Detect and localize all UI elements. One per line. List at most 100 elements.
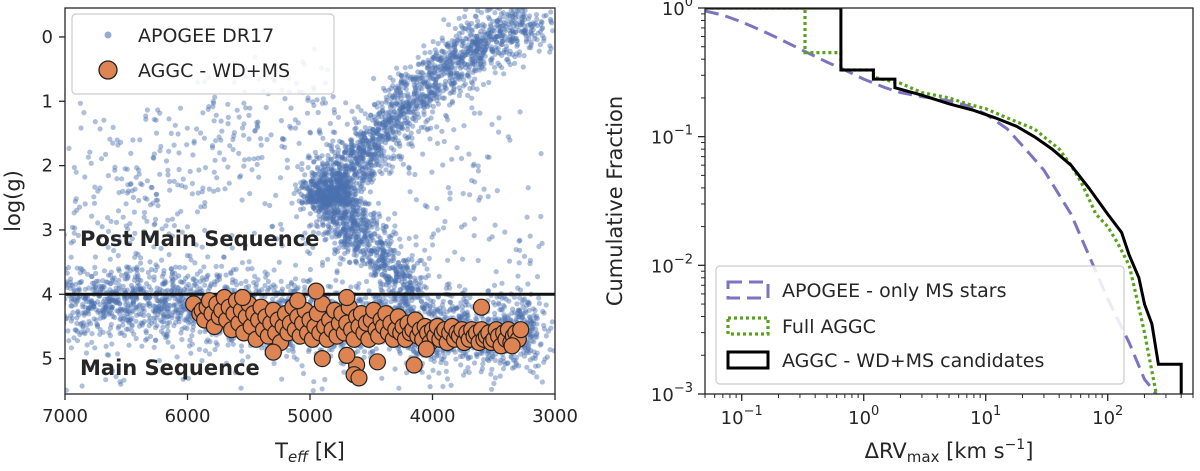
apogee-point-1769 <box>196 346 202 352</box>
apogee-point-254 <box>88 304 94 311</box>
apogee-point-4476 <box>397 90 404 96</box>
apogee-point-4649 <box>470 80 476 86</box>
apogee-point-4557 <box>309 173 315 179</box>
apogee-point-4602 <box>395 138 401 144</box>
apogee-point-957 <box>255 277 261 283</box>
apogee-point-272 <box>117 301 123 307</box>
apogee-point-265 <box>185 316 191 322</box>
apogee-point-637 <box>49 311 54 316</box>
apogee-point-4707 <box>352 192 358 198</box>
apogee-point-547 <box>523 303 530 309</box>
apogee-point-4990 <box>123 201 129 207</box>
apogee-point-4033 <box>447 90 453 96</box>
apogee-point-24 <box>125 305 131 312</box>
apogee-point-373 <box>474 352 480 358</box>
apogee-point-4888 <box>342 189 348 195</box>
apogee-point-1463 <box>166 295 172 301</box>
apogee-point-2281 <box>101 313 107 319</box>
apogee-point-347 <box>109 277 115 283</box>
apogee-point-4206 <box>351 245 358 251</box>
apogee-point-3874 <box>550 2 555 7</box>
apogee-point-4219 <box>450 59 456 66</box>
apogee-point-465 <box>141 308 147 314</box>
apogee-point-4601 <box>374 161 380 167</box>
apogee-point-2162 <box>91 284 97 290</box>
apogee-point-4508 <box>391 284 397 290</box>
apogee-point-4985 <box>137 137 143 143</box>
apogee-point-2149 <box>497 307 503 313</box>
apogee-point-3144 <box>402 65 408 71</box>
apogee-point-4280 <box>406 235 412 242</box>
apogee-point-4568 <box>529 31 535 37</box>
apogee-point-1837 <box>452 349 458 355</box>
apogee-point-4630 <box>472 13 478 19</box>
apogee-point-491 <box>130 297 136 303</box>
apogee-point-4536 <box>442 81 448 88</box>
apogee-point-2009 <box>291 354 297 360</box>
apogee-point-4615 <box>382 88 388 94</box>
apogee-point-1445 <box>170 283 176 289</box>
apogee-point-1865 <box>82 286 88 292</box>
apogee-point-2331 <box>105 279 111 285</box>
apogee-point-438 <box>86 311 92 317</box>
apogee-point-1222 <box>89 331 95 337</box>
apogee-point-308 <box>89 306 95 312</box>
apogee-point-4190 <box>368 233 374 239</box>
apogee-point-1355 <box>489 366 495 372</box>
apogee-point-4947 <box>322 197 329 203</box>
apogee-point-2437 <box>456 92 462 99</box>
apogee-point-4890 <box>314 181 320 187</box>
apogee-point-3728 <box>335 223 341 229</box>
apogee-point-4661 <box>332 240 338 246</box>
apogee-point-3311 <box>344 121 350 127</box>
apogee-point-377 <box>130 287 136 293</box>
apogee-point-2235 <box>171 302 177 308</box>
apogee-point-4314 <box>451 80 457 86</box>
apogee-point-3757 <box>384 97 390 103</box>
apogee-point-322 <box>78 320 84 326</box>
apogee-point-411 <box>154 323 160 329</box>
apogee-point-351 <box>527 368 533 374</box>
apogee-point-4610 <box>358 263 364 269</box>
apogee-point-1529 <box>177 279 184 285</box>
apogee-point-401 <box>199 288 205 294</box>
apogee-point-3928 <box>441 95 447 101</box>
apogee-point-4575 <box>392 223 398 229</box>
apogee-point-1822 <box>95 278 101 284</box>
apogee-point-295 <box>144 336 150 342</box>
apogee-point-4291 <box>347 259 353 266</box>
apogee-point-1173 <box>173 275 179 281</box>
apogee-point-4331 <box>413 280 419 286</box>
apogee-point-4597 <box>455 37 461 43</box>
apogee-point-1790 <box>113 299 119 305</box>
apogee-point-4620 <box>509 20 515 26</box>
apogee-point-4286 <box>352 126 358 132</box>
apogee-point-504 <box>175 310 181 316</box>
apogee-point-4978 <box>226 180 232 186</box>
apogee-point-3751 <box>387 74 393 81</box>
apogee-point-3976 <box>384 238 390 244</box>
apogee-point-4948 <box>327 184 333 190</box>
apogee-point-1885 <box>264 288 271 294</box>
apogee-point-4655 <box>360 138 366 144</box>
apogee-point-1563 <box>302 284 308 290</box>
apogee-point-1402 <box>138 255 144 261</box>
apogee-point-4342 <box>354 131 360 137</box>
apogee-point-4088 <box>556 7 561 12</box>
apogee-point-330 <box>516 363 522 369</box>
apogee-point-3433 <box>305 164 311 171</box>
apogee-point-4584 <box>379 137 385 143</box>
apogee-point-3639 <box>394 65 400 71</box>
apogee-point-2302 <box>85 307 91 313</box>
apogee-point-1128 <box>179 336 185 343</box>
apogee-point-3261 <box>294 214 300 220</box>
apogee-point-4672 <box>391 117 397 123</box>
apogee-point-927 <box>518 351 524 357</box>
apogee-point-3909 <box>541 35 547 41</box>
apogee-point-1943 <box>496 316 502 322</box>
apogee-point-1279 <box>348 284 354 290</box>
apogee-point-850 <box>549 319 555 325</box>
apogee-point-3663 <box>362 111 368 117</box>
apogee-point-2144 <box>451 308 457 314</box>
